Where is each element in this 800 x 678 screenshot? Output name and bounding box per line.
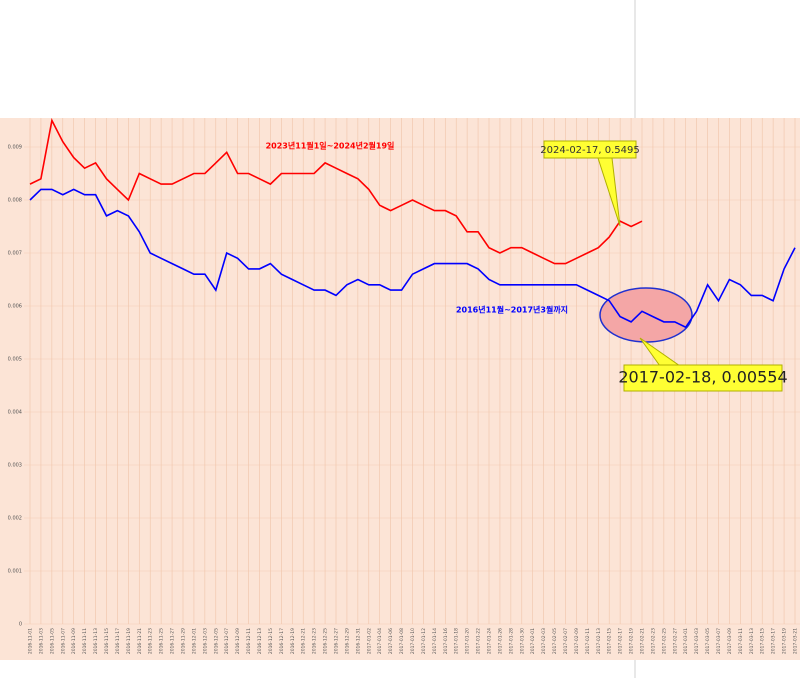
x-tick-label: 2017-01-28: [508, 628, 514, 654]
x-tick-label: 2016-12-19: [290, 628, 296, 654]
x-tick-label: 2017-01-24: [487, 628, 493, 654]
x-tick-label: 2016-12-27: [334, 628, 340, 654]
y-tick-label: 0.001: [8, 569, 22, 575]
x-tick-label: 2017-01-04: [377, 628, 383, 654]
highlight-ellipse: [599, 287, 693, 343]
x-tick-label: 2017-02-27: [672, 628, 678, 654]
x-tick-label: 2017-02-11: [585, 628, 591, 654]
x-tick-label: 2017-03-13: [749, 628, 755, 654]
x-tick-label: 2016-11-03: [38, 628, 44, 654]
y-tick-label: 0: [19, 622, 22, 628]
x-tick-label: 2017-02-03: [541, 628, 547, 654]
x-tick-label: 2016-12-29: [344, 628, 350, 654]
x-tick-label: 2017-02-07: [563, 628, 569, 654]
x-tick-label: 2016-11-11: [82, 628, 88, 654]
y-tick-label: 0.003: [8, 463, 22, 469]
x-tick-label: 2016-12-01: [191, 628, 197, 654]
x-tick-label: 2016-12-13: [257, 628, 263, 654]
y-tick-label: 0.009: [8, 145, 22, 151]
x-tick-label: 2017-02-09: [574, 628, 580, 654]
x-tick-label: 2016-12-21: [301, 628, 307, 654]
x-tick-label: 2016-11-21: [137, 628, 143, 654]
x-tick-label: 2017-01-14: [432, 628, 438, 654]
x-tick-label: 2016-12-23: [312, 628, 318, 654]
x-tick-label: 2017-01-22: [476, 628, 482, 654]
x-tick-label: 2017-01-08: [399, 628, 405, 654]
x-tick-label: 2017-03-07: [716, 628, 722, 654]
x-tick-label: 2016-12-09: [235, 628, 241, 654]
series-line: [29, 188, 796, 329]
x-tick-label: 2017-02-19: [629, 628, 635, 654]
series-label: 2023년11월1일~2024년2월19일: [266, 141, 395, 151]
x-tick-label: 2016-12-05: [213, 628, 219, 654]
y-tick-label: 0.006: [8, 304, 22, 310]
x-tick-label: 2016-12-07: [224, 628, 230, 654]
x-tick-label: 2016-11-25: [159, 628, 165, 654]
x-tick-label: 2016-11-29: [181, 628, 187, 654]
x-tick-label: 2017-03-17: [771, 628, 777, 654]
y-tick-label: 0.002: [8, 516, 22, 522]
x-tick-label: 2017-03-19: [782, 628, 788, 654]
x-tick-label: 2016-11-23: [148, 628, 154, 654]
x-tick-label: 2016-11-05: [49, 628, 55, 654]
x-tick-label: 2017-03-09: [727, 628, 733, 654]
y-tick-label: 0.004: [8, 410, 22, 416]
x-tick-label: 2017-02-21: [640, 628, 646, 654]
x-tick-label: 2017-03-01: [683, 628, 689, 654]
x-tick-label: 2016-12-17: [279, 628, 285, 654]
callout-box: [543, 140, 637, 159]
x-tick-label: 2016-11-17: [115, 628, 121, 654]
y-tick-label: 0.008: [8, 198, 22, 204]
x-tick-label: 2016-12-15: [268, 628, 274, 654]
x-tick-label: 2016-11-13: [93, 628, 99, 654]
x-tick-label: 2017-01-26: [497, 628, 503, 654]
x-tick-label: 2017-01-10: [410, 628, 416, 654]
x-tick-label: 2016-11-09: [71, 628, 77, 654]
callout-text: 2017-02-18, 0.00554: [618, 368, 787, 387]
series-line: [29, 118, 643, 265]
y-tick-label: 0.007: [8, 251, 22, 257]
x-tick-label: 2016-11-07: [60, 628, 66, 654]
lines: [29, 118, 796, 329]
x-tick-label: 2017-01-30: [519, 628, 525, 654]
x-tick-label: 2017-02-01: [530, 628, 536, 654]
x-tick-label: 2017-03-21: [793, 628, 799, 654]
x-tick-label: 2017-01-20: [465, 628, 471, 654]
x-tick-label: 2016-12-03: [202, 628, 208, 654]
callout-box: [623, 364, 783, 392]
x-tick-label: 2016-11-01: [28, 628, 34, 654]
x-tick-label: 2017-02-25: [661, 628, 667, 654]
x-tick-label: 2017-01-16: [443, 628, 449, 654]
x-tick-label: 2017-01-12: [421, 628, 427, 654]
x-tick-label: 2017-02-15: [607, 628, 613, 654]
x-tick-label: 2017-01-06: [388, 628, 394, 654]
x-tick-label: 2016-12-11: [246, 628, 252, 654]
x-tick-label: 2016-11-15: [104, 628, 110, 654]
x-tick-label: 2016-11-19: [126, 628, 132, 654]
x-tick-label: 2016-11-27: [170, 628, 176, 654]
x-tick-label: 2017-02-23: [650, 628, 656, 654]
x-tick-label: 2017-03-03: [694, 628, 700, 654]
x-tick-label: 2017-03-05: [705, 628, 711, 654]
x-tick-label: 2017-02-05: [552, 628, 558, 654]
x-tick-label: 2016-12-25: [323, 628, 329, 654]
y-tick-label: 0.005: [8, 357, 22, 363]
x-tick-label: 2016-12-31: [355, 628, 361, 654]
x-tick-label: 2017-01-18: [454, 628, 460, 654]
x-tick-label: 2017-02-17: [618, 628, 624, 654]
callout-text: 2024-02-17, 0.5495: [540, 145, 639, 156]
x-tick-label: 2017-03-11: [738, 628, 744, 654]
x-tick-label: 2017-01-02: [366, 628, 372, 654]
x-tick-label: 2017-03-15: [760, 628, 766, 654]
series-label: 2016년11월~2017년3월까지: [456, 305, 568, 315]
x-tick-label: 2017-02-13: [596, 628, 602, 654]
